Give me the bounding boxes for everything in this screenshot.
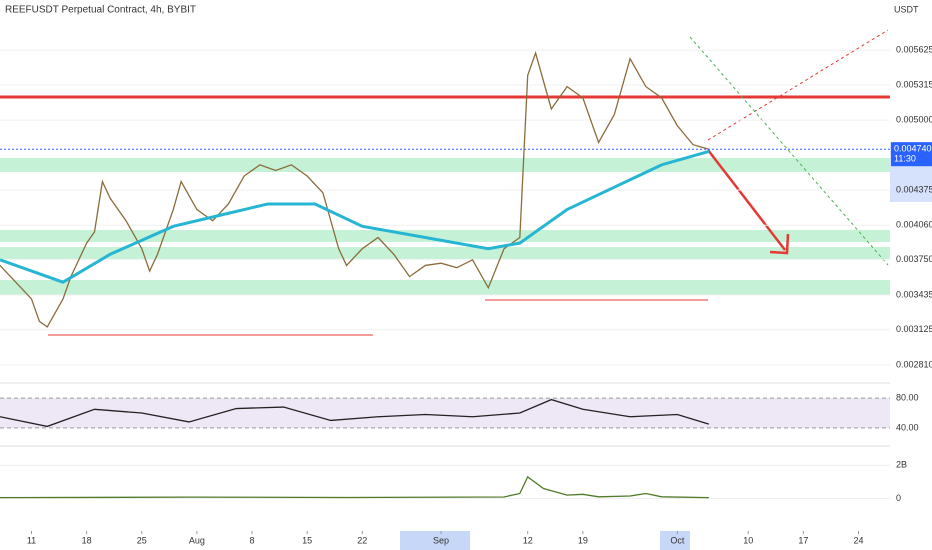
axis-area [890,0,932,550]
y-tick-label: 0.003750 [896,254,932,264]
zone [0,158,890,172]
zone [0,280,890,295]
trend-dashed [707,29,889,141]
x-tick-label: 12 [523,535,533,545]
y-tick-label: 40.00 [896,422,919,432]
date-highlight [400,531,470,550]
y-tick-label: 80.00 [896,393,919,403]
series-line [0,475,709,499]
arrow-head [769,233,790,255]
x-tick-label: 8 [250,535,255,545]
x-tick-label: Oct [670,535,685,545]
y-tick-label: 2B [896,460,907,470]
x-tick-label: Aug [189,535,205,545]
x-tick-label: 17 [798,535,808,545]
y-tick-label: 0.003435 [896,289,932,299]
y-tick-label: 0 [896,493,901,503]
arrow [707,149,786,251]
series-line [0,50,710,328]
y-tick-label: 0.004060 [896,220,932,230]
x-tick-label: Sep [433,535,449,545]
countdown-label: 11:30 [894,154,916,164]
x-tick-label: 18 [82,535,92,545]
series-line [0,398,710,428]
x-tick-label: 19 [578,535,588,545]
zone [0,247,890,259]
x-tick-label: 15 [302,535,312,545]
x-tick-label: 11 [27,535,36,545]
zones [0,29,890,336]
zone [0,230,890,242]
x-tick-label: 22 [357,535,367,545]
x-tick-label: 24 [853,535,863,545]
y-tick-label: 0.005000 [896,115,932,125]
last-price-box [891,142,932,167]
unit-label: USDT [894,4,919,14]
trend-dashed [689,36,889,266]
y-tick-label: 0.002810 [896,359,932,369]
y-tick-label: 0.005625 [896,45,932,55]
rsi-band [0,398,890,428]
y-tick-label: 0.004375 [896,184,932,194]
y-tick-label: 0.003125 [896,324,932,334]
x-tick-label: 25 [137,535,147,545]
date-highlight [660,531,690,550]
series-line [0,149,710,284]
x-tick-label: 10 [743,535,753,545]
chart-title: REEFUSDT Perpetual Contract, 4h, BYBIT [5,5,196,16]
y-tick-label: 0.005315 [896,79,932,89]
last-price-label: 0.004740 [894,144,932,154]
